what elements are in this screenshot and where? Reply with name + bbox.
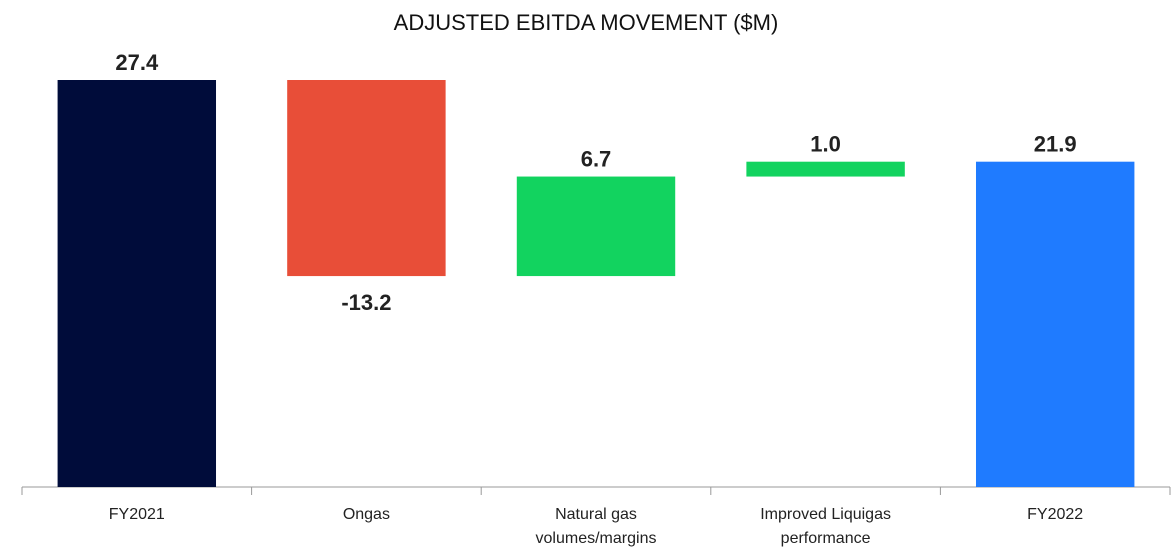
x-tick-label: Improved Liquigas performance [760,506,891,547]
value-label: 6.7 [581,147,612,172]
value-label: 27.4 [115,50,159,75]
bar [975,161,1135,487]
x-tick-label: FY2022 [1027,506,1084,523]
x-tick-label: Ongas [342,506,390,523]
value-label: 21.9 [1034,132,1077,157]
x-tick-label: Natural gas volumes/margins [535,506,657,547]
value-label: -13.2 [341,290,391,315]
value-label: 1.0 [810,132,841,157]
chart-title: ADJUSTED EBITDA MOVEMENT ($M) [394,10,779,35]
bar [746,161,905,177]
bar [516,176,676,277]
bar [57,80,217,487]
x-tick-label: FY2021 [108,506,165,523]
bar [287,80,446,277]
